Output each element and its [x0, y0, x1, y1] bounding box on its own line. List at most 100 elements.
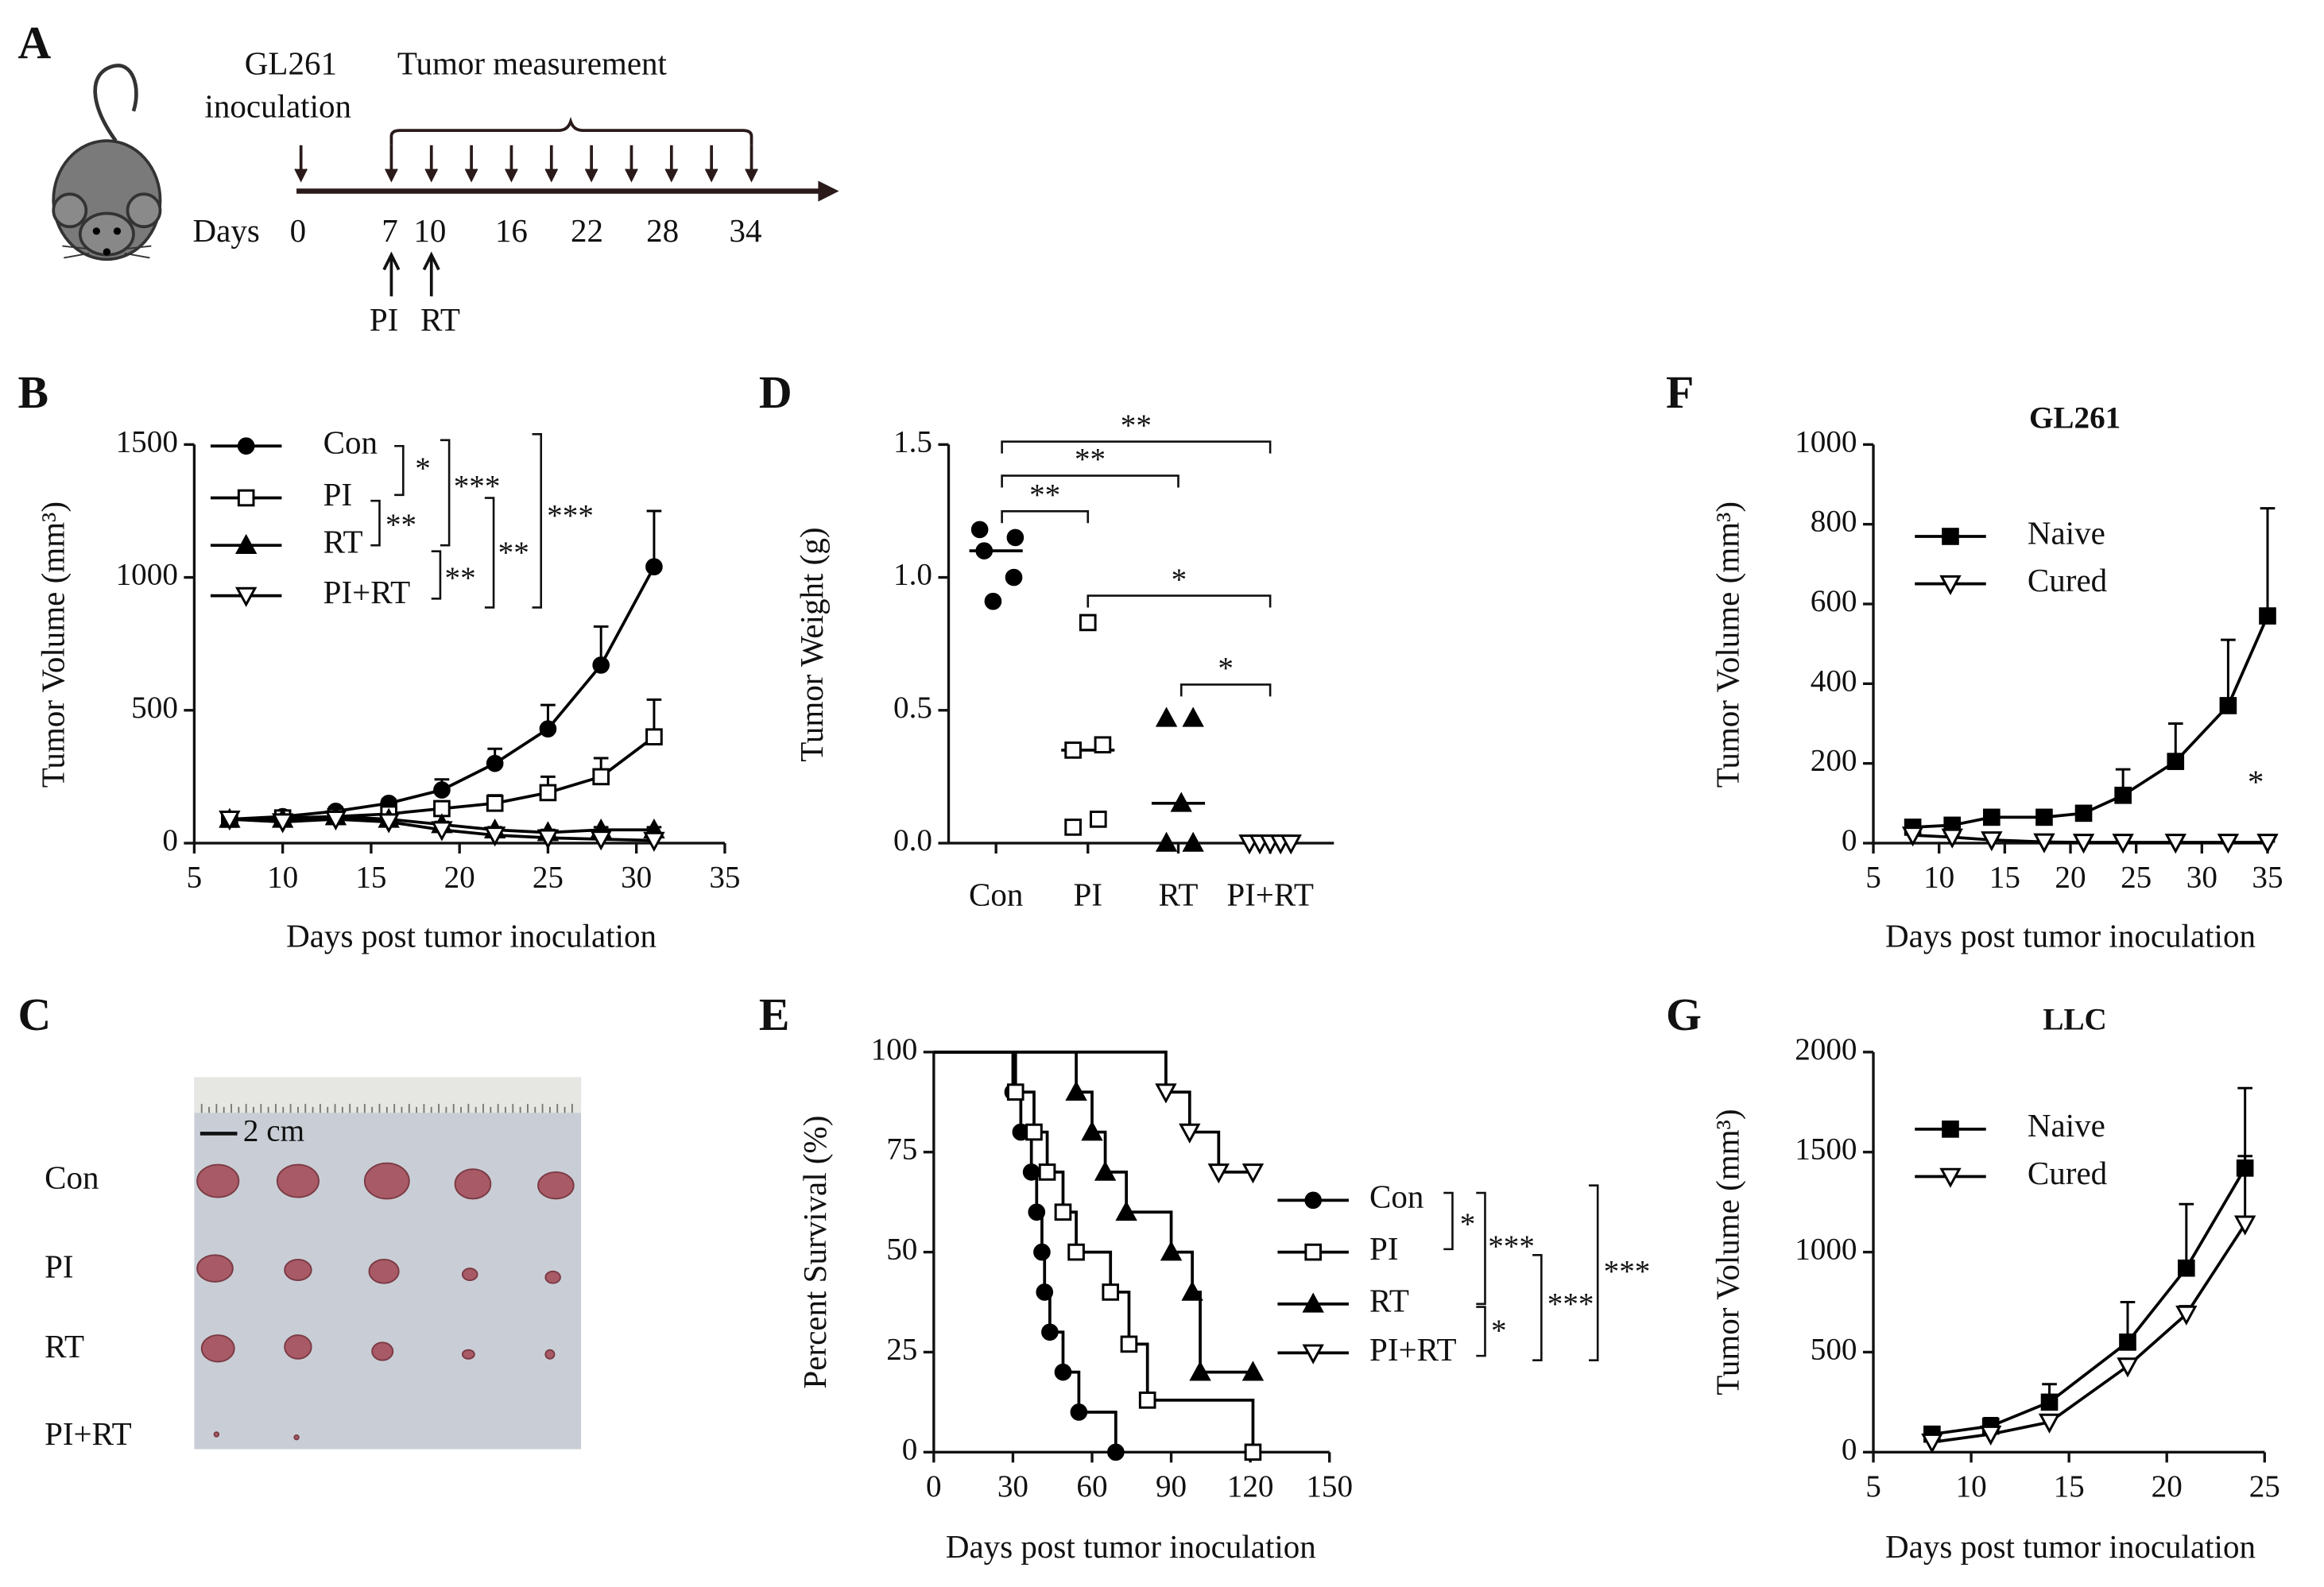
- legend-label: Cured: [2028, 1155, 2107, 1191]
- significance-label: *: [1491, 1314, 1507, 1348]
- significance-bracket: [1086, 594, 1272, 608]
- y-tick-label: 75: [886, 1132, 917, 1167]
- marker: [2112, 834, 2134, 854]
- marker: [1979, 1425, 2002, 1446]
- marker: [1064, 819, 1082, 836]
- y-tick-label: 1500: [1795, 1132, 1857, 1167]
- marker: [324, 811, 347, 831]
- error-bar: [646, 509, 662, 567]
- y-tick-label: 25: [886, 1332, 917, 1366]
- x-tick-label: 20: [2152, 1469, 2183, 1504]
- marker: [378, 813, 400, 834]
- x-tick-label: 10: [1923, 861, 1954, 895]
- marker: [592, 768, 610, 786]
- significance-bracket: [1476, 1306, 1486, 1357]
- marker: [486, 754, 504, 772]
- row-label: PI+RT: [45, 1415, 132, 1452]
- significance-label: *: [415, 451, 431, 486]
- legend-marker: [234, 533, 258, 554]
- row-label: RT: [45, 1328, 84, 1364]
- day-label: 22: [571, 212, 603, 249]
- panel-label: E: [759, 989, 790, 1040]
- marker: [1241, 1163, 1265, 1184]
- x-tick-label: 10: [1956, 1469, 1987, 1504]
- significance-bracket: [1001, 440, 1272, 454]
- legend-label: PI+RT: [1369, 1331, 1457, 1368]
- marker: [1189, 1361, 1211, 1381]
- marker: [1981, 831, 2003, 852]
- significance-label: **: [445, 561, 476, 595]
- day-label: 10: [413, 212, 446, 249]
- annotation: *: [2248, 764, 2264, 800]
- y-tick-label: 0.5: [893, 691, 932, 725]
- marker: [1280, 834, 1302, 855]
- marker: [1090, 811, 1107, 828]
- marker: [2256, 834, 2279, 854]
- marker: [539, 784, 557, 802]
- significance-label: **: [498, 536, 529, 570]
- y-tick-label: 1000: [116, 558, 178, 592]
- y-tick-label: 0: [902, 1432, 918, 1466]
- marker: [592, 656, 610, 674]
- tumor-photo: [194, 1077, 582, 1450]
- marker: [2219, 697, 2237, 714]
- significance-bracket: [484, 497, 495, 609]
- x-tick-label: 30: [2186, 861, 2217, 895]
- marker: [219, 811, 241, 831]
- marker: [2038, 1413, 2061, 1434]
- marker: [1006, 528, 1024, 547]
- y-axis-label: Tumor Volume (mm³): [34, 501, 71, 788]
- marker: [2040, 1393, 2059, 1411]
- marker: [1181, 1280, 1203, 1301]
- significance-bracket: [394, 444, 405, 497]
- marker: [1005, 568, 1023, 586]
- marker: [1155, 831, 1178, 852]
- marker: [433, 781, 451, 799]
- marker: [1102, 1283, 1120, 1301]
- x-tick-label: 20: [2055, 861, 2086, 895]
- significance-label: ***: [1604, 1255, 1651, 1289]
- marker: [486, 794, 504, 812]
- marker: [1041, 1323, 1059, 1341]
- significance-bracket: [532, 433, 543, 609]
- legend-label: Naive: [2028, 514, 2105, 551]
- scale-label: 2 cm: [243, 1113, 304, 1148]
- x-tick-label: 10: [267, 861, 298, 895]
- y-axis-label: Tumor Volume (mm³): [1709, 1109, 1745, 1395]
- significance-bracket: [1532, 1254, 1543, 1362]
- marker: [2117, 1357, 2139, 1378]
- marker: [1022, 1163, 1040, 1181]
- y-tick-label: 200: [1811, 744, 1857, 778]
- marker: [645, 728, 663, 746]
- marker: [1120, 1335, 1138, 1353]
- y-tick-label: 0: [1842, 1432, 1857, 1466]
- diagram-label: GL261: [245, 45, 337, 81]
- diagram-label: Tumor measurement: [397, 45, 668, 81]
- significance-label: **: [385, 508, 416, 542]
- legend-label: Con: [1369, 1179, 1423, 1215]
- marker: [2072, 834, 2095, 854]
- marker: [1182, 706, 1204, 727]
- marker: [590, 830, 612, 851]
- x-tick-label: 5: [1865, 1469, 1881, 1504]
- y-tick-label: 600: [1811, 584, 1857, 618]
- row-label: Con: [45, 1159, 99, 1196]
- y-tick-label: 1000: [1795, 1233, 1857, 1267]
- marker: [1941, 828, 1963, 849]
- chart-title: GL261: [2029, 401, 2121, 435]
- marker: [1054, 1363, 1072, 1381]
- day-label: 7: [382, 212, 398, 249]
- marker: [643, 831, 665, 852]
- legend-label: Naive: [2028, 1107, 2105, 1144]
- marker: [1179, 1123, 1201, 1144]
- y-tick-label: 0: [1842, 823, 1857, 857]
- treatment-label: PI: [370, 301, 398, 338]
- x-tick-label: 35: [709, 861, 740, 895]
- y-tick-label: 1.5: [893, 424, 932, 459]
- marker: [271, 813, 294, 834]
- marker: [1241, 1361, 1265, 1381]
- legend-marker: [1942, 1121, 1959, 1138]
- marker: [2217, 834, 2240, 854]
- marker: [2175, 1305, 2198, 1326]
